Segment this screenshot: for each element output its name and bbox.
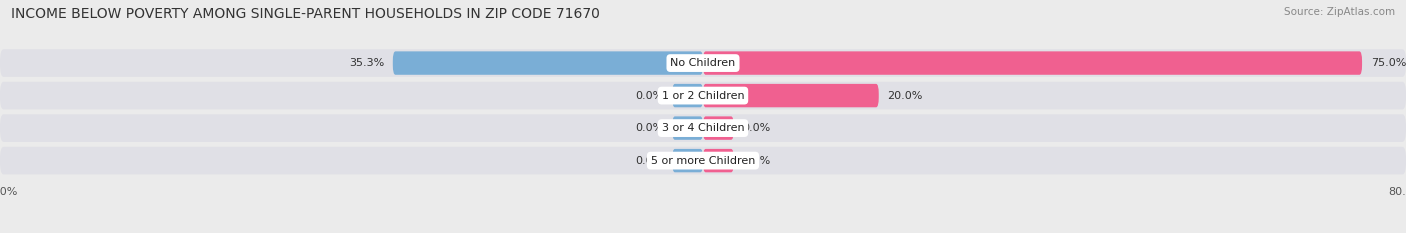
Text: No Children: No Children (671, 58, 735, 68)
Text: 0.0%: 0.0% (742, 156, 770, 166)
FancyBboxPatch shape (0, 82, 1406, 110)
FancyBboxPatch shape (0, 49, 1406, 77)
Text: 0.0%: 0.0% (742, 123, 770, 133)
FancyBboxPatch shape (672, 84, 703, 107)
Text: Source: ZipAtlas.com: Source: ZipAtlas.com (1284, 7, 1395, 17)
FancyBboxPatch shape (703, 84, 879, 107)
FancyBboxPatch shape (672, 149, 703, 172)
Text: INCOME BELOW POVERTY AMONG SINGLE-PARENT HOUSEHOLDS IN ZIP CODE 71670: INCOME BELOW POVERTY AMONG SINGLE-PARENT… (11, 7, 600, 21)
FancyBboxPatch shape (0, 147, 1406, 175)
Text: 5 or more Children: 5 or more Children (651, 156, 755, 166)
FancyBboxPatch shape (703, 51, 1362, 75)
Text: 0.0%: 0.0% (636, 123, 664, 133)
Text: 20.0%: 20.0% (887, 91, 922, 101)
FancyBboxPatch shape (703, 116, 734, 140)
Text: 35.3%: 35.3% (349, 58, 384, 68)
Text: 75.0%: 75.0% (1371, 58, 1406, 68)
FancyBboxPatch shape (672, 116, 703, 140)
FancyBboxPatch shape (392, 51, 703, 75)
Text: 0.0%: 0.0% (636, 156, 664, 166)
FancyBboxPatch shape (0, 114, 1406, 142)
Text: 3 or 4 Children: 3 or 4 Children (662, 123, 744, 133)
Text: 0.0%: 0.0% (636, 91, 664, 101)
Text: 1 or 2 Children: 1 or 2 Children (662, 91, 744, 101)
FancyBboxPatch shape (703, 149, 734, 172)
